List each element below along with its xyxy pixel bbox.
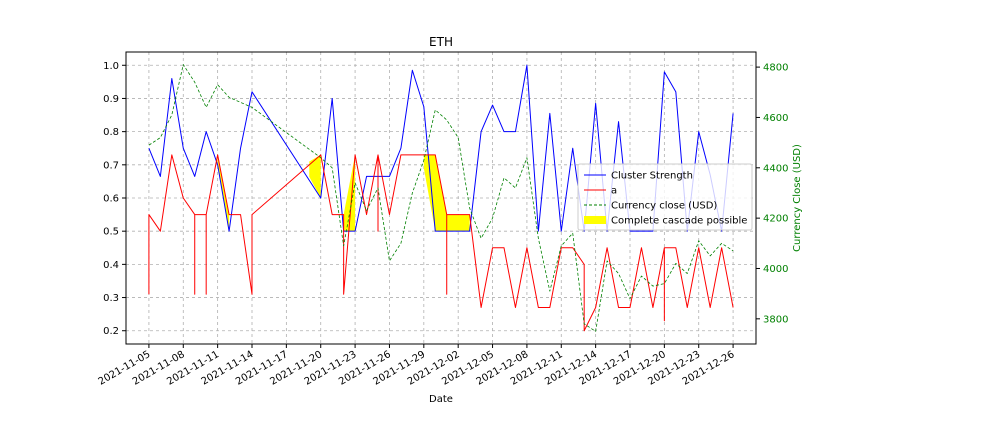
legend-label: Cluster Strength [611, 171, 693, 182]
y-axis-right-title: Currency Close (USD) [792, 144, 803, 252]
cascade-region [343, 154, 356, 232]
series-line-currency-close [148, 64, 734, 332]
y-tick-label: 0.2 [103, 326, 119, 337]
legend-label: Currency close (USD) [611, 201, 717, 212]
y-right-tick-label: 4000 [763, 264, 788, 275]
x-axis-title: Date [429, 394, 453, 405]
y-axis-right: 3800 4000 4200 4400 4600 4800 [756, 63, 788, 325]
legend-box [577, 163, 753, 231]
series-lines [148, 64, 734, 332]
y-tick-label: 0.5 [103, 227, 119, 238]
series-line-a [148, 154, 734, 332]
y-tick-label: 0.7 [103, 160, 119, 171]
y-tick-label: 0.8 [103, 127, 119, 138]
legend-swatch [584, 216, 606, 224]
y-axis-left: 0.2 0.3 0.4 0.5 0.6 0.7 0.8 0.9 1.0 [103, 61, 126, 337]
legend-label: a [611, 186, 617, 197]
y-right-tick-label: 4200 [763, 214, 788, 225]
series-line-cluster-strength [148, 64, 734, 232]
y-right-tick-label: 4600 [763, 113, 788, 124]
chart-title: ETH [429, 35, 453, 49]
y-tick-label: 0.9 [103, 94, 119, 105]
legend-label: Complete cascade possible [611, 216, 747, 227]
y-right-tick-label: 4400 [763, 163, 788, 174]
cascade-region [309, 154, 321, 198]
y-tick-label: 1.0 [103, 61, 119, 72]
y-right-tick-label: 3800 [763, 314, 788, 325]
y-tick-label: 0.6 [103, 194, 119, 205]
y-tick-label: 0.4 [103, 260, 119, 271]
legend: Cluster Strength a Currency close (USD) Com… [577, 163, 753, 231]
cascade-region [446, 214, 470, 232]
y-tick-label: 0.3 [103, 293, 119, 304]
y-right-tick-label: 4800 [763, 63, 788, 74]
